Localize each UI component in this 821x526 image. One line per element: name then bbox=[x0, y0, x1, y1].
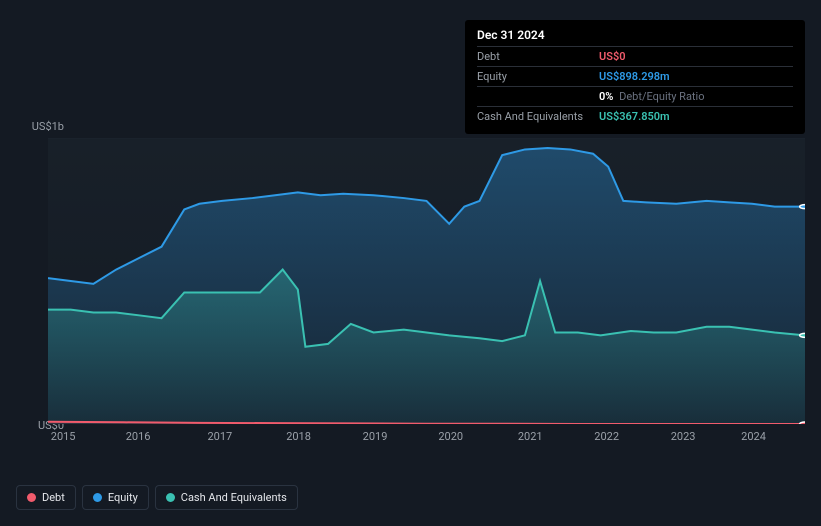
tooltip-row-value: US$898.298m bbox=[599, 70, 670, 83]
tooltip-row-sub: Debt/Equity Ratio bbox=[616, 90, 704, 103]
legend-item-cash-and-equivalents[interactable]: Cash And Equivalents bbox=[155, 485, 298, 510]
x-axis-tick: 2020 bbox=[438, 430, 463, 443]
x-axis-tick: 2024 bbox=[741, 430, 766, 443]
legend-item-equity[interactable]: Equity bbox=[82, 485, 149, 510]
x-axis-tick: 2021 bbox=[518, 430, 543, 443]
chart-svg bbox=[48, 138, 805, 424]
chart-plot-area[interactable] bbox=[48, 138, 805, 424]
tooltip-row-label bbox=[477, 90, 599, 103]
legend-dot bbox=[93, 493, 102, 502]
chart-container: US$1b US$0 20152016201720182019202020212… bbox=[16, 124, 805, 444]
chart-legend: Debt Equity Cash And Equivalents bbox=[16, 485, 298, 510]
tooltip-row: DebtUS$0 bbox=[477, 46, 793, 66]
x-axis-tick: 2018 bbox=[286, 430, 311, 443]
tooltip-date: Dec 31 2024 bbox=[477, 28, 793, 46]
series-end-marker-debt bbox=[800, 422, 805, 424]
legend-item-debt[interactable]: Debt bbox=[16, 485, 76, 510]
tooltip-row: Cash And EquivalentsUS$367.850m bbox=[477, 106, 793, 126]
legend-label: Debt bbox=[42, 491, 65, 504]
x-axis-tick: 2022 bbox=[594, 430, 619, 443]
tooltip-row-value: US$0 bbox=[599, 50, 626, 63]
tooltip-row-label: Cash And Equivalents bbox=[477, 110, 599, 123]
tooltip-row-value: 0% Debt/Equity Ratio bbox=[599, 90, 704, 103]
tooltip-row-label: Debt bbox=[477, 50, 599, 63]
legend-label: Equity bbox=[108, 491, 138, 504]
x-axis-tick: 2016 bbox=[126, 430, 151, 443]
tooltip-row: EquityUS$898.298m bbox=[477, 66, 793, 86]
x-axis-tick: 2019 bbox=[363, 430, 388, 443]
legend-dot bbox=[27, 493, 36, 502]
tooltip-row-value: US$367.850m bbox=[599, 110, 670, 123]
chart-tooltip: Dec 31 2024 DebtUS$0EquityUS$898.298m0% … bbox=[465, 20, 805, 134]
x-axis-tick: 2023 bbox=[671, 430, 696, 443]
legend-dot bbox=[166, 493, 175, 502]
series-end-marker-equity bbox=[800, 205, 805, 209]
x-axis-tick: 2017 bbox=[207, 430, 232, 443]
y-axis-top-label: US$1b bbox=[16, 120, 64, 133]
tooltip-row-label: Equity bbox=[477, 70, 599, 83]
x-axis-tick: 2015 bbox=[51, 430, 76, 443]
legend-label: Cash And Equivalents bbox=[181, 491, 287, 504]
tooltip-row: 0% Debt/Equity Ratio bbox=[477, 86, 793, 106]
series-end-marker-cash-and-equivalents bbox=[800, 333, 805, 337]
x-axis: 2015 2016 2017 2018 2019 2020 2021 2022 2023 2024 bbox=[48, 428, 805, 444]
